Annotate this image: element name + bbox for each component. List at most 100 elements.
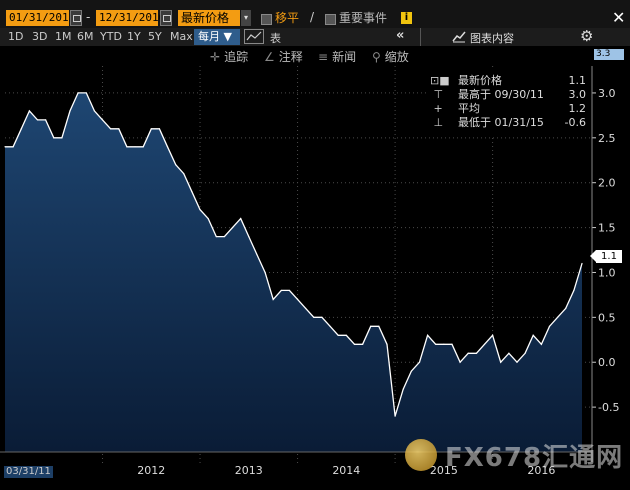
x-start-date: 03/31/11 <box>4 466 53 478</box>
start-calendar-icon[interactable] <box>70 10 82 26</box>
data-point <box>93 110 95 112</box>
range-1m[interactable]: 1M <box>55 30 72 43</box>
y-tick-label: 1.0 <box>598 266 616 279</box>
range-ytd[interactable]: YTD <box>100 30 122 43</box>
data-point <box>370 325 372 327</box>
series-area <box>5 92 582 453</box>
tools-toolbar <box>0 46 630 66</box>
field-select[interactable]: 最新价格 <box>178 10 240 26</box>
range-5y[interactable]: 5Y <box>148 30 162 43</box>
data-point <box>426 334 429 336</box>
data-point <box>321 316 323 318</box>
annotate-tool[interactable]: ∠ 注释 <box>264 48 303 65</box>
data-point <box>361 343 364 345</box>
chart-legend: ⊡■ 最新价格 1.1 ⊤ 最高于 09/30/11 3.0 + 平均 1.2 … <box>428 70 590 136</box>
data-point <box>45 119 47 121</box>
data-point <box>256 253 258 256</box>
x-tick-label: 2012 <box>137 464 165 477</box>
data-point <box>150 128 152 130</box>
axis-top-badge: 3.3 <box>594 49 624 60</box>
chart-contents-button[interactable]: 图表内容 <box>470 32 514 45</box>
y-tick-label: 1.5 <box>598 222 616 235</box>
data-point <box>540 343 542 345</box>
shift-checkbox[interactable] <box>261 14 272 25</box>
data-point <box>516 361 518 363</box>
data-point <box>337 334 339 336</box>
line-chart-icon[interactable] <box>244 29 264 44</box>
range-6m[interactable]: 6M <box>77 30 94 43</box>
watermark-text: FX678汇通网 <box>445 443 624 473</box>
field-dropdown-icon[interactable]: ▾ <box>241 10 251 26</box>
crosshair-icon: ✛ <box>210 50 221 64</box>
data-point <box>12 146 14 148</box>
y-tick-label: -0.5 <box>598 401 619 414</box>
y-tick-label: 3.0 <box>598 87 616 100</box>
x-tick-label: 2016 <box>527 464 555 477</box>
info-icon[interactable]: i <box>401 12 412 24</box>
table-view-button[interactable]: 表 <box>270 32 281 45</box>
data-point <box>20 128 22 130</box>
events-checkbox[interactable] <box>325 14 336 25</box>
legend-label: 平均 <box>458 102 480 115</box>
legend-label: 最新价格 <box>458 74 502 87</box>
toolbar-divider <box>420 28 421 46</box>
data-point <box>313 316 315 318</box>
data-point <box>126 146 128 148</box>
gear-icon[interactable]: ⚙ <box>580 27 594 45</box>
zoom-tool[interactable]: ⚲ 缩放 <box>372 48 409 65</box>
data-point <box>101 119 104 121</box>
news-tool[interactable]: ≡ 新闻 <box>318 48 356 65</box>
data-point <box>288 289 291 292</box>
data-point <box>378 325 380 327</box>
legend-swatch-icon: ⊡■ <box>430 74 450 87</box>
range-max[interactable]: Max <box>170 30 193 43</box>
coin-icon <box>405 439 437 471</box>
track-tool[interactable]: ✛ 追踪 <box>210 48 248 65</box>
y-tick-label: 0.5 <box>598 311 616 324</box>
news-label: 新闻 <box>332 50 357 64</box>
data-point <box>296 298 299 300</box>
series-line <box>5 92 583 417</box>
data-point <box>581 262 583 265</box>
data-point <box>492 334 494 336</box>
range-toolbar <box>0 28 630 46</box>
data-point <box>459 361 461 363</box>
data-point <box>435 343 437 345</box>
start-date-field[interactable]: 01/31/2011 <box>6 10 75 26</box>
data-point <box>248 235 250 238</box>
average-marker-icon: + <box>430 102 443 115</box>
data-point <box>386 343 388 345</box>
data-point <box>134 146 136 148</box>
data-point <box>36 119 39 121</box>
data-point <box>166 146 169 148</box>
data-point <box>77 92 79 94</box>
zoom-label: 缩放 <box>384 50 409 64</box>
pen-icon[interactable]: / <box>310 10 315 24</box>
data-point <box>329 325 331 327</box>
data-point <box>118 128 120 130</box>
close-icon[interactable]: ✕ <box>612 8 626 27</box>
high-marker-icon: ⊤ <box>430 88 444 101</box>
data-point <box>524 352 526 354</box>
chart-contents-icon <box>452 31 466 43</box>
x-tick-label: 2015 <box>430 464 458 477</box>
legend-label: 最低于 01/31/15 <box>458 116 544 129</box>
end-calendar-icon[interactable] <box>160 10 172 26</box>
legend-row-last: ⊡■ 最新价格 1.1 <box>428 74 590 88</box>
data-point <box>500 361 502 363</box>
frequency-select[interactable]: 每月 ▼ <box>194 29 240 45</box>
data-point <box>142 146 144 148</box>
range-1y[interactable]: 1Y <box>127 30 141 43</box>
shift-label: 移平 <box>275 11 300 25</box>
collapse-icon[interactable]: « <box>396 28 405 43</box>
magnifier-icon: ⚲ <box>372 50 381 64</box>
range-3d[interactable]: 3D <box>32 30 48 43</box>
data-point <box>272 298 274 300</box>
legend-value: -0.6 <box>564 116 586 129</box>
range-1d[interactable]: 1D <box>8 30 24 43</box>
data-point <box>191 191 193 193</box>
end-date-field[interactable]: 12/31/2016 <box>96 10 165 26</box>
data-point <box>402 388 404 390</box>
data-point <box>53 137 55 139</box>
